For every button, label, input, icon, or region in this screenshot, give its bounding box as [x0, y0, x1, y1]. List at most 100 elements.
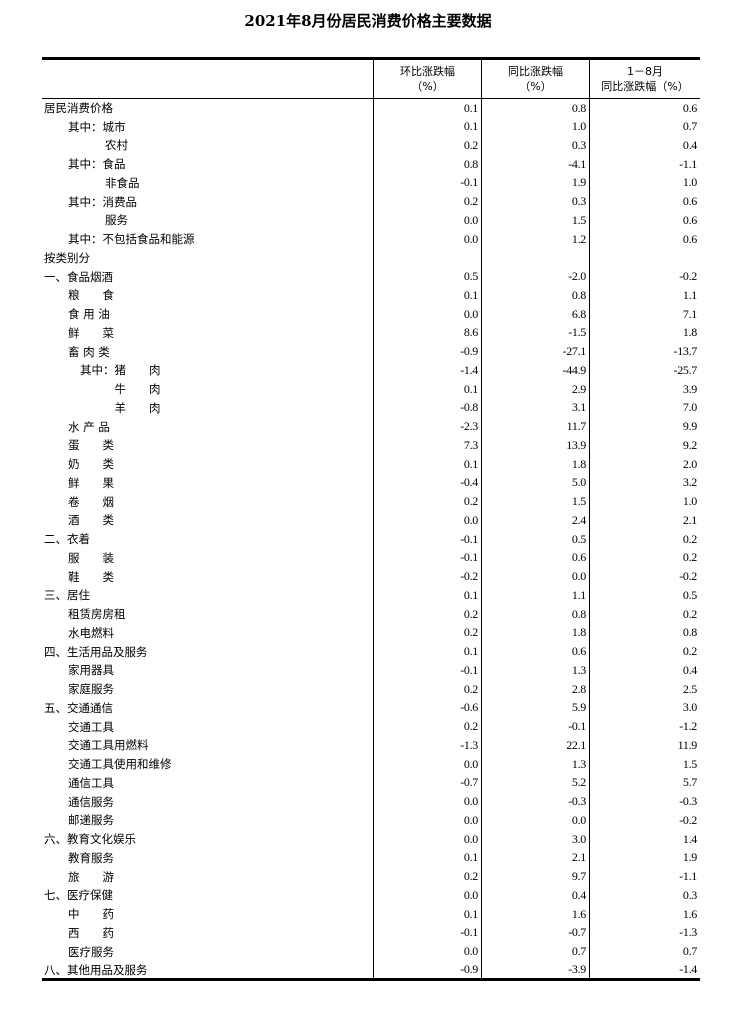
- header-yoy: 同比涨跌幅 （%）: [481, 57, 590, 99]
- mom-value: 0.5: [373, 267, 482, 286]
- mom-value: [373, 248, 482, 268]
- yoy-value: 3.1: [481, 398, 590, 418]
- ytd-value: 7.1: [589, 304, 700, 324]
- table-row: 牛 肉 0.1 2.9 3.9: [42, 379, 700, 399]
- mom-value: 0.0: [373, 886, 482, 905]
- table-row: 其中：不包括食品和能源 0.0 1.2 0.6: [42, 229, 700, 249]
- yoy-value: 2.4: [481, 511, 590, 530]
- row-label: 畜 肉 类: [68, 344, 110, 359]
- row-label: 食 用 油: [68, 307, 110, 322]
- row-label: 交通工具用燃料: [68, 738, 149, 753]
- ytd-value: 1.4: [589, 829, 700, 849]
- yoy-value: 5.2: [481, 773, 590, 793]
- ytd-value: 0.6: [589, 192, 700, 211]
- table-row: 通信服务 0.0 -0.3 -0.3: [42, 792, 700, 811]
- mom-value: 0.2: [373, 867, 482, 886]
- table-row: 中 药 0.1 1.6 1.6: [42, 904, 700, 924]
- mom-value: 0.0: [373, 754, 482, 774]
- mom-value: 0.1: [373, 848, 482, 868]
- table-row: 五、交通通信 -0.6 5.9 3.0: [42, 698, 700, 718]
- mom-value: -0.9: [373, 342, 482, 361]
- cpi-table: 环比涨跌幅 （%） 同比涨跌幅 （%） 1－8月 同比涨跌幅（%） 居民消费价格 0.1…: [42, 57, 700, 982]
- yoy-value: -0.7: [481, 923, 590, 943]
- table-header-row: 环比涨跌幅 （%） 同比涨跌幅 （%） 1－8月 同比涨跌幅（%）: [42, 57, 700, 99]
- yoy-value: 0.3: [481, 192, 590, 211]
- mom-value: 0.2: [373, 192, 482, 211]
- mom-value: 0.0: [373, 829, 482, 849]
- ytd-value: -0.2: [589, 811, 700, 830]
- ytd-value: -1.2: [589, 717, 700, 736]
- row-label: 旅 游: [68, 869, 114, 884]
- table-row: 三、居住 0.1 1.1 0.5: [42, 586, 700, 605]
- yoy-value: 0.6: [481, 642, 590, 661]
- row-label: 三、居住: [44, 588, 90, 603]
- header-yoy-line1: 同比涨跌幅: [508, 65, 563, 78]
- ytd-value: 3.0: [589, 698, 700, 718]
- row-label: 牛 肉: [80, 382, 161, 397]
- table-row: 其中：食品 0.8 -4.1 -1.1: [42, 154, 700, 174]
- page-title: 2021年8月份居民消费价格主要数据: [244, 12, 492, 30]
- header-mom-line1: 环比涨跌幅: [400, 65, 455, 78]
- mom-value: 0.0: [373, 792, 482, 811]
- yoy-value: -4.1: [481, 154, 590, 174]
- mom-value: 0.2: [373, 717, 482, 736]
- yoy-value: 0.5: [481, 529, 590, 549]
- table-row: 交通工具使用和维修 0.0 1.3 1.5: [42, 754, 700, 774]
- mom-value: -0.4: [373, 473, 482, 493]
- row-label: 家用器具: [68, 663, 114, 678]
- yoy-value: -27.1: [481, 342, 590, 361]
- table-row: 家用器具 -0.1 1.3 0.4: [42, 661, 700, 680]
- ytd-value: -13.7: [589, 342, 700, 361]
- ytd-value: 2.1: [589, 511, 700, 530]
- mom-value: 0.0: [373, 229, 482, 249]
- table-row: 邮递服务 0.0 0.0 -0.2: [42, 811, 700, 830]
- row-label: 其中：猪 肉: [80, 363, 161, 378]
- mom-value: -0.2: [373, 567, 482, 586]
- ytd-value: 0.4: [589, 661, 700, 680]
- header-ytd-line2: 同比涨跌幅（%）: [601, 80, 689, 93]
- ytd-value: 0.2: [589, 604, 700, 624]
- ytd-value: -25.7: [589, 361, 700, 380]
- ytd-value: -1.4: [589, 961, 700, 982]
- mom-value: 0.1: [373, 379, 482, 399]
- table-row: 蛋 类 7.3 13.9 9.2: [42, 436, 700, 455]
- row-label: 鲜 菜: [68, 325, 114, 340]
- mom-value: 0.1: [373, 117, 482, 136]
- ytd-value: [589, 248, 700, 268]
- mom-value: -0.6: [373, 698, 482, 718]
- table-row: 卷 烟 0.2 1.5 1.0: [42, 492, 700, 511]
- row-label: 粮 食: [68, 288, 114, 303]
- table-row: 教育服务 0.1 2.1 1.9: [42, 848, 700, 868]
- yoy-value: 0.0: [481, 811, 590, 830]
- yoy-value: 1.3: [481, 661, 590, 680]
- header-mom-line2: （%）: [411, 80, 444, 93]
- ytd-value: 9.9: [589, 417, 700, 436]
- ytd-value: 1.0: [589, 173, 700, 193]
- mom-value: -0.1: [373, 173, 482, 193]
- table-row: 羊 肉 -0.8 3.1 7.0: [42, 398, 700, 418]
- row-label: 二、衣着: [44, 532, 90, 547]
- mom-value: -0.1: [373, 923, 482, 943]
- row-label: 酒 类: [68, 513, 114, 528]
- ytd-value: 1.8: [589, 323, 700, 343]
- yoy-value: 1.3: [481, 754, 590, 774]
- row-label: 五、交通通信: [44, 700, 113, 715]
- ytd-value: 0.2: [589, 529, 700, 549]
- yoy-value: -3.9: [481, 961, 590, 982]
- header-ytd: 1－8月 同比涨跌幅（%）: [589, 57, 700, 99]
- table-row: 六、教育文化娱乐 0.0 3.0 1.4: [42, 829, 700, 849]
- ytd-value: 0.7: [589, 117, 700, 136]
- yoy-value: 1.5: [481, 211, 590, 230]
- table-row: 奶 类 0.1 1.8 2.0: [42, 454, 700, 474]
- yoy-value: 5.9: [481, 698, 590, 718]
- yoy-value: 1.9: [481, 173, 590, 193]
- table-row: 非食品 -0.1 1.9 1.0: [42, 173, 700, 193]
- ytd-value: -0.2: [589, 267, 700, 286]
- row-label: 其中：不包括食品和能源: [68, 232, 195, 247]
- row-label: 西 药: [68, 925, 114, 940]
- mom-value: -0.7: [373, 773, 482, 793]
- row-label: 其中：食品: [68, 157, 126, 172]
- ytd-value: 0.5: [589, 586, 700, 605]
- table-row: 水 产 品 -2.3 11.7 9.9: [42, 417, 700, 436]
- ytd-value: -0.2: [589, 567, 700, 586]
